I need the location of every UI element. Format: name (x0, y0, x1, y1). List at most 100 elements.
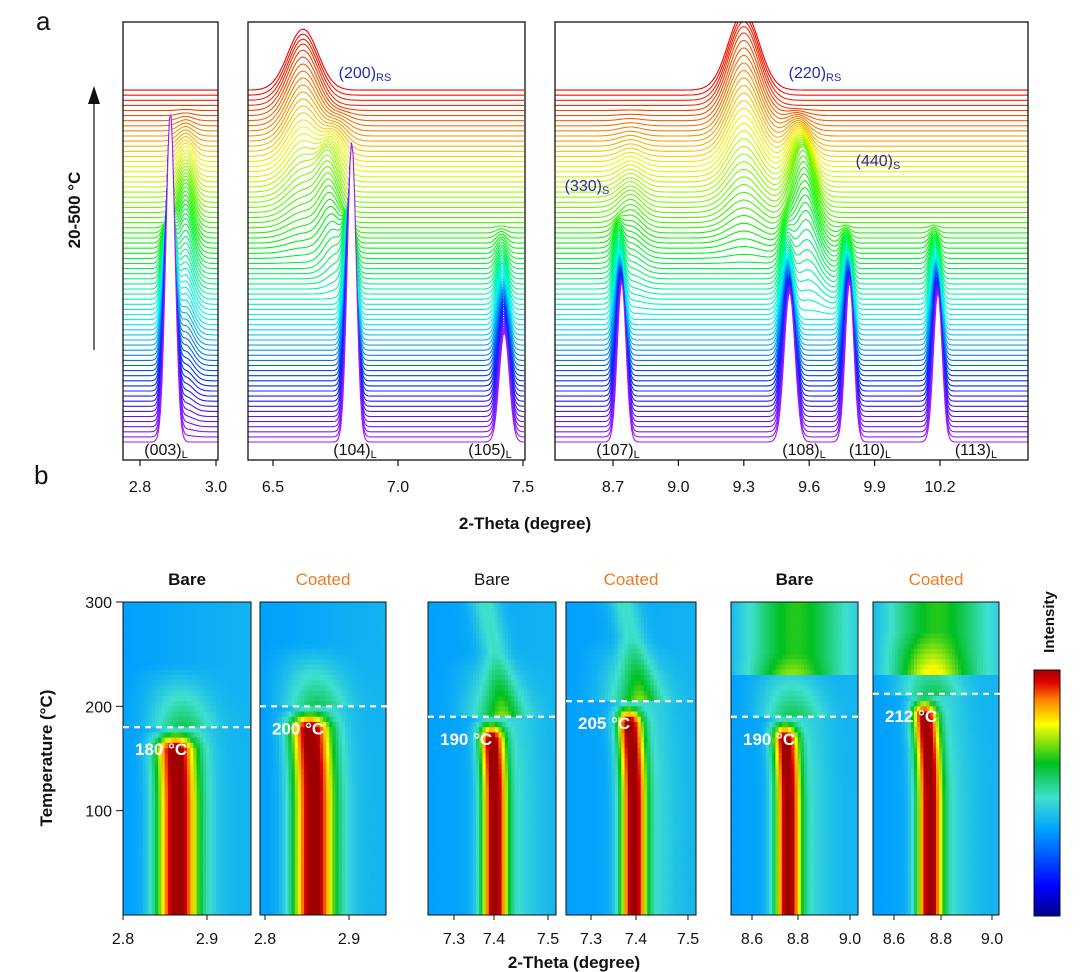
heatmap-cell (263, 862, 267, 869)
heatmap-cell (203, 622, 207, 629)
waterfall-subpanel-2 (248, 28, 525, 460)
heatmap-cell (316, 774, 321, 780)
heatmap-cell (209, 873, 214, 880)
heatmap-cell (310, 643, 315, 650)
peak-label: (110)L (849, 442, 891, 461)
heatmap-cell (123, 904, 127, 911)
heatmap-cell (297, 664, 302, 671)
heatmap-cell (187, 638, 191, 645)
heatmap-cell (266, 862, 271, 869)
heatmap-cell (183, 617, 188, 624)
heatmap-cell (373, 612, 378, 619)
heatmap-cell (269, 753, 274, 760)
heatmap-cell (132, 664, 137, 671)
heatmap-cell (196, 602, 201, 608)
heatmap-cell (363, 768, 368, 775)
heatmap-cell (145, 721, 150, 728)
heatmap-cell (187, 868, 191, 874)
heatmap-cell (203, 706, 207, 713)
heatmap-cell (215, 617, 220, 624)
heatmap-cell (171, 826, 175, 833)
heatmap-cell (148, 878, 153, 885)
heatmap-cell (272, 873, 277, 880)
heatmap-cell (260, 847, 264, 853)
heatmap-cell (235, 888, 239, 895)
heatmap-cell (345, 648, 349, 655)
heatmap-cell (294, 628, 299, 634)
heatmap-cell (167, 847, 172, 853)
heatmap-cell (235, 633, 239, 640)
heatmap-cell (231, 888, 236, 895)
heatmap-cell (209, 695, 214, 702)
heatmap-cell (323, 664, 327, 671)
heatmap-cell (351, 695, 356, 702)
heatmap-cell (190, 862, 194, 869)
heatmap-cell (212, 685, 217, 692)
heatmap-cell (209, 685, 214, 692)
heatmap-cell (164, 612, 169, 619)
heatmap-cell (247, 628, 251, 634)
heatmap-cell (351, 648, 356, 655)
peak-label: (104)L (333, 442, 376, 461)
heatmap-cell (129, 868, 134, 874)
heatmap-cell (203, 648, 207, 655)
heatmap-cell (142, 909, 146, 915)
heatmap-cell (332, 695, 337, 702)
heatmap-cell (373, 847, 378, 853)
heatmap-cell (266, 774, 271, 780)
heatmap-cell (326, 789, 330, 796)
heatmap-cell (297, 690, 302, 697)
heatmap-cell (310, 622, 315, 629)
heatmap-cell (171, 664, 175, 671)
heatmap-cell (167, 727, 172, 734)
heatmap-cell (291, 602, 296, 608)
heatmap-cell (203, 888, 207, 895)
heatmap-cell (206, 909, 210, 915)
heatmap-cell (360, 675, 365, 681)
heatmap-cell (155, 888, 159, 895)
heatmap-cell (354, 690, 359, 697)
heatmap-cell (228, 815, 233, 822)
heatmap-cell (177, 612, 182, 619)
heatmap-cell (222, 695, 226, 702)
heatmap-cell (272, 633, 277, 640)
heatmap-cell (241, 612, 246, 619)
heatmap-cell (228, 664, 233, 671)
heatmap-cell (241, 732, 246, 739)
heatmap-cell (297, 727, 302, 734)
heatmap-cell (196, 690, 201, 697)
heatmap-cell (282, 716, 286, 723)
heatmap-cell (215, 878, 220, 885)
heatmap-cell (206, 685, 210, 692)
heatmap-cell (288, 659, 293, 666)
heatmap-cell (155, 795, 159, 801)
heatmap-cell (341, 711, 346, 718)
heatmap-cell (260, 826, 264, 833)
heatmap-cell (367, 622, 371, 629)
heatmap-cell (269, 821, 274, 827)
heatmap-cell (348, 648, 352, 655)
heatmap-cell (376, 737, 381, 744)
heatmap-cell (316, 763, 321, 770)
heatmap-cell (167, 617, 172, 624)
heatmap-cell (351, 659, 356, 666)
heatmap-cell (171, 909, 175, 915)
heatmap-cell (351, 628, 356, 634)
heatmap-cell (187, 857, 191, 864)
heatmap-cell (151, 894, 156, 900)
heatmap-cell (158, 633, 162, 640)
heatmap-cell (363, 742, 368, 749)
heatmap-cell (193, 617, 198, 624)
heatmap-cell (269, 774, 274, 780)
heatmap-cell (225, 664, 230, 671)
heatmap-cell (263, 873, 267, 880)
heatmap-cell (310, 768, 315, 775)
heatmap-cell (323, 857, 327, 864)
heatmap-cell (158, 654, 162, 660)
heatmap-cell (180, 753, 185, 760)
heatmap-cell (294, 826, 299, 833)
heatmap-cell (142, 622, 146, 629)
heatmap-cell (196, 883, 201, 890)
x-tick-label: 2.8 (112, 931, 134, 948)
